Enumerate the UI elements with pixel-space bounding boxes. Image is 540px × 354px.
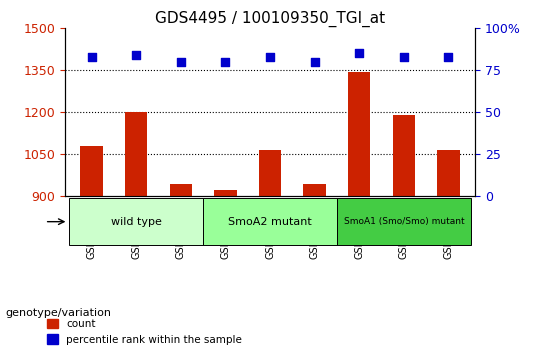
Bar: [170, 184, 192, 195]
Bar: [214, 190, 237, 195]
Point: [444, 54, 453, 59]
Text: genotype/variation: genotype/variation: [5, 308, 111, 318]
Point: [132, 52, 140, 58]
Text: SmoA1 (Smo/Smo) mutant: SmoA1 (Smo/Smo) mutant: [343, 217, 464, 226]
Bar: [125, 112, 147, 195]
FancyBboxPatch shape: [69, 198, 203, 245]
Bar: [259, 149, 281, 195]
Bar: [348, 72, 370, 195]
Point: [266, 54, 274, 59]
Text: wild type: wild type: [111, 217, 161, 227]
Point: [355, 51, 363, 56]
FancyBboxPatch shape: [203, 198, 337, 245]
Point: [221, 59, 230, 64]
Title: GDS4495 / 100109350_TGI_at: GDS4495 / 100109350_TGI_at: [155, 11, 385, 27]
FancyBboxPatch shape: [337, 198, 471, 245]
Point: [177, 59, 185, 64]
Point: [400, 54, 408, 59]
Text: SmoA2 mutant: SmoA2 mutant: [228, 217, 312, 227]
Legend: count, percentile rank within the sample: count, percentile rank within the sample: [43, 315, 246, 349]
Bar: [393, 115, 415, 195]
Point: [87, 54, 96, 59]
Bar: [303, 184, 326, 195]
Bar: [437, 149, 460, 195]
Bar: [80, 146, 103, 195]
Point: [310, 59, 319, 64]
